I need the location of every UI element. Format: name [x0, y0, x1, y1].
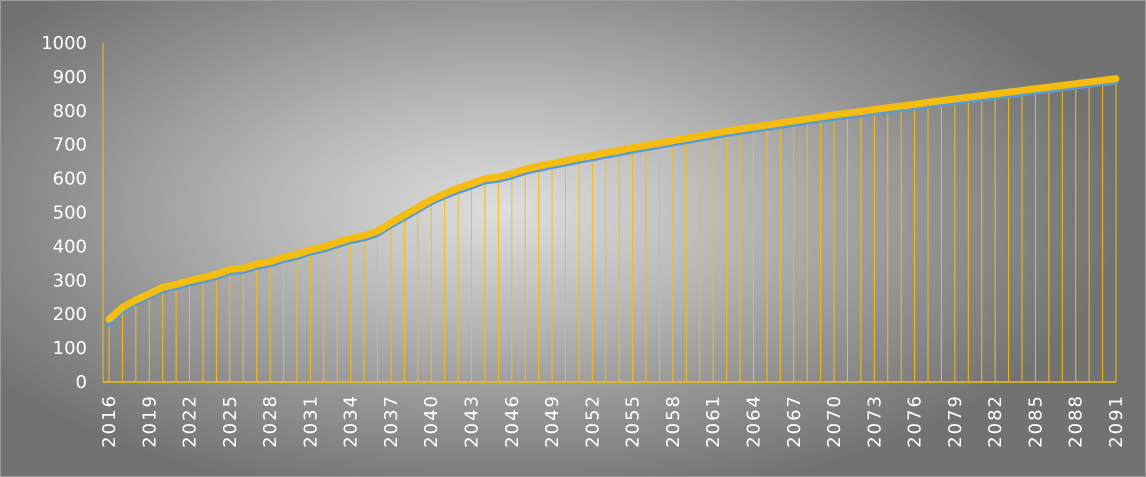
- x-tick-label: 2016: [99, 394, 120, 448]
- x-tick-label: 2052: [582, 394, 603, 448]
- y-tick-label: 600: [53, 169, 87, 190]
- x-tick-label: 2061: [703, 394, 724, 448]
- x-tick-label: 2025: [220, 394, 241, 448]
- y-tick-label: 700: [53, 135, 87, 156]
- y-axis-ticks: 0 100 200 300 400 500 600 700 800 900 1000: [41, 33, 87, 393]
- y-tick-label: 400: [53, 236, 87, 257]
- drop-lines: [108, 78, 1117, 382]
- x-tick-label: 2088: [1066, 394, 1087, 448]
- x-tick-label: 2058: [663, 394, 684, 448]
- x-axis-ticks: 2016 2019 2022 2025 2028 2031 2034 2037 2040 2043…: [99, 394, 1127, 448]
- x-tick-label: 2040: [421, 394, 442, 448]
- x-tick-label: 2073: [864, 394, 885, 448]
- x-tick-label: 2082: [985, 394, 1006, 448]
- y-tick-label: 0: [76, 372, 87, 393]
- y-tick-label: 200: [53, 304, 87, 325]
- x-tick-label: 2046: [502, 394, 523, 448]
- x-tick-label: 2049: [542, 394, 563, 448]
- x-tick-label: 2028: [260, 394, 281, 448]
- y-tick-label: 800: [53, 101, 87, 122]
- series-line-secondary: [106, 79, 1119, 327]
- x-tick-label: 2043: [462, 394, 483, 448]
- x-tick-label: 2091: [1106, 394, 1127, 448]
- x-tick-label: 2055: [623, 394, 644, 448]
- x-tick-label: 2079: [945, 394, 966, 448]
- x-tick-label: 2076: [905, 394, 926, 448]
- y-tick-label: 500: [53, 203, 87, 224]
- y-tick-label: 900: [53, 67, 87, 88]
- axes: [102, 43, 1116, 383]
- series-layer: [105, 75, 1120, 327]
- x-tick-label: 2085: [1025, 394, 1046, 448]
- x-tick-label: 2070: [824, 394, 845, 448]
- x-tick-label: 2037: [381, 394, 402, 448]
- y-tick-label: 1000: [41, 33, 87, 54]
- x-tick-label: 2031: [300, 394, 321, 448]
- series-line-primary: [105, 75, 1120, 323]
- y-tick-label: 100: [53, 338, 87, 359]
- x-tick-label: 2034: [341, 394, 362, 448]
- x-tick-label: 2019: [139, 394, 160, 448]
- x-tick-label: 2064: [743, 394, 764, 448]
- x-tick-label: 2067: [784, 394, 805, 448]
- x-tick-label: 2022: [180, 394, 201, 448]
- y-tick-label: 300: [53, 270, 87, 291]
